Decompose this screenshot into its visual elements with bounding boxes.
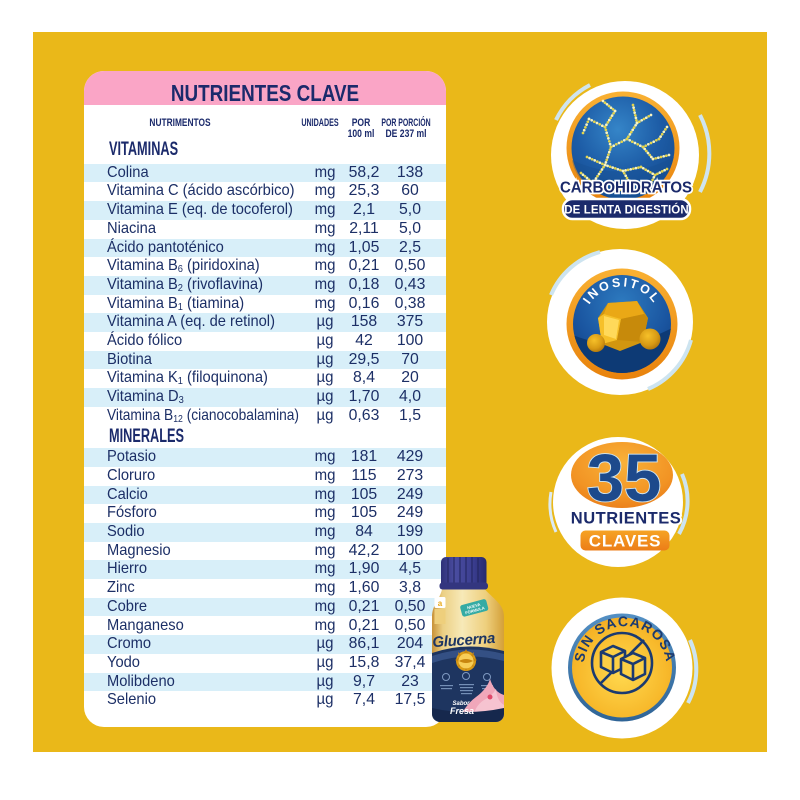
svg-text:DE LENTA DIGESTIÓN: DE LENTA DIGESTIÓN	[564, 204, 688, 217]
svg-text:Fresa: Fresa	[450, 706, 474, 716]
svg-text:35: 35	[587, 441, 662, 516]
svg-text:NUEVA: NUEVA	[466, 602, 481, 610]
svg-text:CLAVES: CLAVES	[589, 532, 662, 551]
svg-text:CARBOHIDRATOS: CARBOHIDRATOS	[560, 179, 692, 196]
svg-text:FÓRMULA: FÓRMULA	[465, 605, 486, 615]
svg-text:Sabor: Sabor	[452, 701, 470, 707]
svg-text:Glucerna: Glucerna	[432, 630, 496, 651]
svg-text:NUTRIENTES: NUTRIENTES	[571, 510, 681, 528]
svg-text:a: a	[438, 599, 443, 608]
